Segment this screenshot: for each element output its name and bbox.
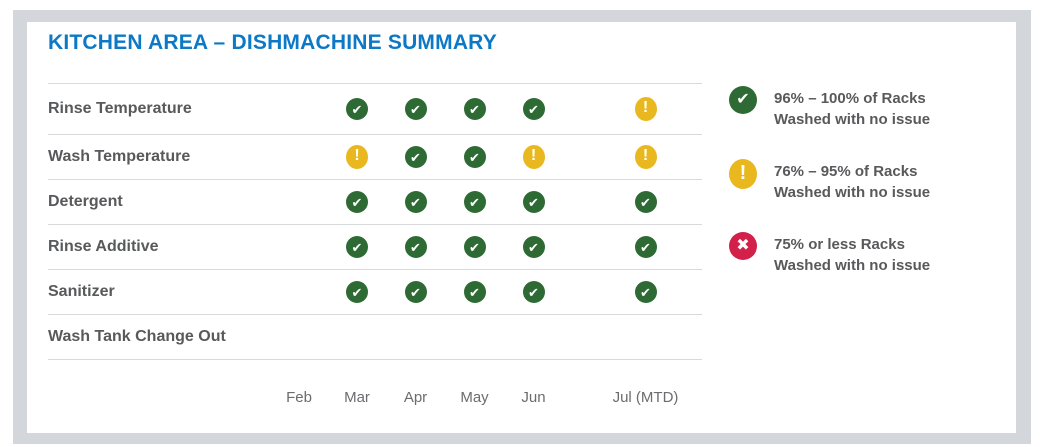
column-header: May [460, 388, 489, 406]
check-circle-icon: ✔ [404, 236, 427, 258]
status-cell: ✔ [328, 191, 386, 213]
legend-entry: ! 76% – 95% of Racks Washed with no issue [729, 159, 1009, 203]
check-circle-icon: ✔ [404, 191, 427, 213]
table-row: Rinse Temperature ✔ ✔ ✔ ✔! [48, 83, 702, 134]
warning-circle-icon: ! [522, 145, 545, 169]
check-circle-icon: ✔ [634, 236, 657, 258]
column-header: Jun [521, 388, 546, 406]
status-cell: ✔ [386, 146, 445, 168]
row-label: Sanitizer [48, 283, 115, 300]
status-cell: ✔ [504, 236, 563, 258]
check-circle-icon: ✔ [463, 191, 486, 213]
legend-entry: ✔ 96% – 100% of Racks Washed with no issue [729, 86, 1009, 130]
page-title: KITCHEN AREA – DISHMACHINE SUMMARY [48, 31, 497, 54]
status-cell: ✔ [445, 236, 504, 258]
status-cell: ✔ [445, 98, 504, 120]
status-cell: ! [328, 145, 386, 169]
status-legend: ✔ 96% – 100% of Racks Washed with no issue… [729, 86, 1009, 305]
warning-circle-icon: ! [346, 145, 368, 169]
status-cell: ✔ [328, 98, 386, 120]
warning-circle-icon: ! [634, 145, 657, 169]
check-circle-icon: ✔ [404, 146, 427, 168]
legend-text: 96% – 100% of Racks Washed with no issue [774, 86, 930, 130]
status-cell: ! [504, 145, 563, 169]
column-header: Apr [403, 388, 428, 406]
table-row: Wash Tank Change Out [48, 314, 702, 359]
row-label: Detergent [48, 193, 123, 210]
status-cell: ✔ [386, 191, 445, 213]
check-circle-icon: ✔ [404, 98, 427, 120]
check-circle-icon: ✔ [346, 281, 368, 303]
status-cell: ✔ [386, 281, 445, 303]
status-cell: ✔ [445, 281, 504, 303]
check-circle-icon: ✔ [463, 236, 486, 258]
row-label: Wash Tank Change Out [48, 328, 226, 345]
status-cell: ✔ [386, 98, 445, 120]
error-circle-icon: ✖ [729, 232, 757, 260]
table-row: Detergent ✔ ✔ ✔ ✔ ✔ [48, 179, 702, 224]
check-circle-icon: ✔ [346, 236, 368, 258]
month-header-row: Feb Mar Apr May Jun Jul (MTD) [48, 359, 702, 422]
check-circle-icon: ✔ [463, 98, 486, 120]
legend-line-2: Washed with no issue [774, 257, 931, 274]
warning-circle-icon: ! [634, 97, 657, 121]
status-cell: ✔ [504, 281, 563, 303]
check-circle-icon: ✔ [463, 281, 486, 303]
check-circle-icon: ✔ [346, 191, 368, 213]
row-label: Rinse Temperature [48, 100, 192, 117]
column-header: Feb [286, 388, 312, 406]
table-row: Sanitizer ✔ ✔ ✔ ✔ ✔ [48, 269, 702, 314]
card-frame: KITCHEN AREA – DISHMACHINE SUMMARY Rinse… [13, 10, 1031, 444]
check-circle-icon: ✔ [522, 281, 545, 303]
legend-line-2: Washed with no issue [774, 184, 931, 201]
legend-entry: ✖ 75% or less Racks Washed with no issue [729, 232, 1009, 276]
status-cell: ✔ [445, 191, 504, 213]
legend-text: 76% – 95% of Racks Washed with no issue [774, 159, 930, 203]
status-cell: ✔ [504, 98, 563, 120]
row-label: Wash Temperature [48, 148, 191, 165]
check-circle-icon: ✔ [522, 98, 545, 120]
legend-line-1: 75% or less Racks [774, 236, 905, 253]
warning-circle-icon: ! [729, 159, 757, 189]
status-cell: ! [576, 97, 715, 121]
status-cell: ✔ [445, 146, 504, 168]
legend-text: 75% or less Racks Washed with no issue [774, 232, 930, 276]
status-cell: ✔ [504, 191, 563, 213]
column-header: Jul (MTD) [612, 388, 679, 406]
check-circle-icon: ✔ [346, 98, 368, 120]
check-circle-icon: ✔ [463, 146, 486, 168]
status-cell: ! [576, 145, 715, 169]
status-cell: ✔ [576, 236, 715, 258]
status-cell: ✔ [328, 236, 386, 258]
legend-line-2: Washed with no issue [774, 111, 931, 128]
status-cell: ✔ [576, 281, 715, 303]
status-cell: ✔ [576, 191, 715, 213]
legend-line-1: 96% – 100% of Racks [774, 90, 926, 107]
dishmachine-status-table: Rinse Temperature ✔ ✔ ✔ ✔! Wash Temperature! ✔… [48, 83, 702, 422]
check-circle-icon: ✔ [522, 191, 545, 213]
table-row: Rinse Additive ✔ ✔ ✔ ✔ ✔ [48, 224, 702, 269]
check-circle-icon: ✔ [404, 281, 427, 303]
legend-line-1: 76% – 95% of Racks [774, 163, 918, 180]
dishmachine-summary-card: KITCHEN AREA – DISHMACHINE SUMMARY Rinse… [27, 22, 1016, 433]
check-circle-icon: ✔ [729, 86, 757, 114]
check-circle-icon: ✔ [634, 191, 657, 213]
status-cell: ✔ [328, 281, 386, 303]
status-cell: ✔ [386, 236, 445, 258]
row-label: Rinse Additive [48, 238, 159, 255]
check-circle-icon: ✔ [634, 281, 657, 303]
table-row: Wash Temperature! ✔ ✔!! [48, 134, 702, 179]
check-circle-icon: ✔ [522, 236, 545, 258]
column-header: Mar [344, 388, 370, 406]
